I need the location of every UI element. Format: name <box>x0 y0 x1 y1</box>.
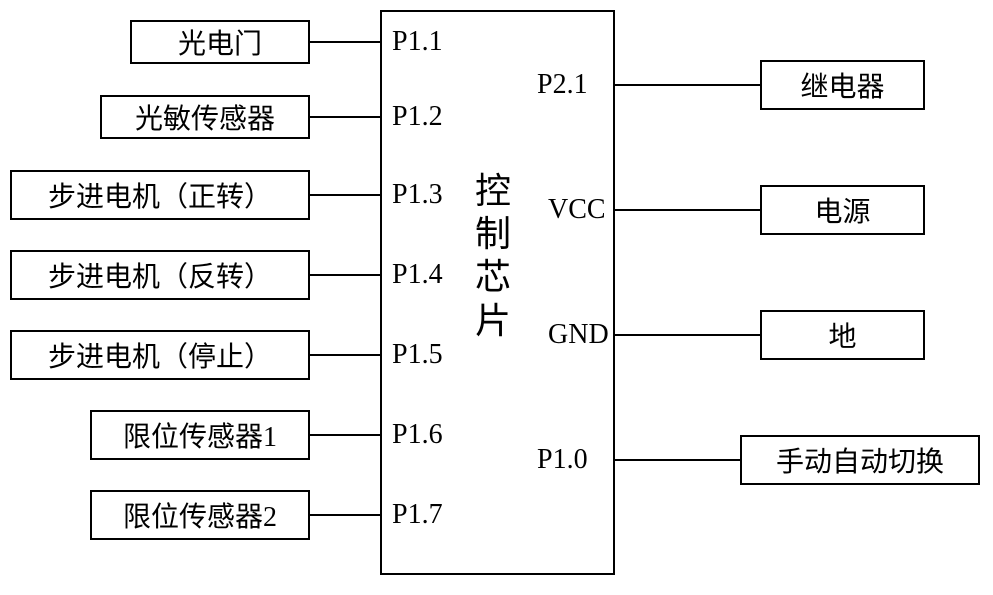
relay-connector <box>615 84 760 86</box>
mode-switch-label: 手动自动切换 <box>776 440 944 480</box>
limit-sensor-1-box: 限位传感器1 <box>90 410 310 460</box>
pin-p1-7: P1.7 <box>392 499 443 531</box>
stepper-forward-connector <box>310 194 380 196</box>
limit-sensor-1-connector <box>310 434 380 436</box>
photogate-box: 光电门 <box>130 20 310 64</box>
pin-p1-2: P1.2 <box>392 101 443 133</box>
stepper-stop-box: 步进电机（停止） <box>10 330 310 380</box>
stepper-reverse-connector <box>310 274 380 276</box>
ground-box: 地 <box>760 310 925 360</box>
ground-label: 地 <box>828 315 856 355</box>
pin-p1-6: P1.6 <box>392 419 443 451</box>
mode-switch-box: 手动自动切换 <box>740 435 980 485</box>
photo-sensor-label: 光敏传感器 <box>135 97 275 137</box>
pin-p2-1: P2.1 <box>537 69 588 101</box>
limit-sensor-2-connector <box>310 514 380 516</box>
stepper-stop-label: 步进电机（停止） <box>48 335 272 375</box>
stepper-reverse-label: 步进电机（反转） <box>48 255 272 295</box>
photogate-label: 光电门 <box>178 22 262 62</box>
relay-label: 继电器 <box>800 65 884 105</box>
pin-p1-1: P1.1 <box>392 26 443 58</box>
photo-sensor-connector <box>310 116 380 118</box>
stepper-stop-connector <box>310 354 380 356</box>
diagram-canvas: 控制芯片 光电门 P1.1 光敏传感器 P1.2 步进电机（正转） P1.3 步… <box>0 0 993 595</box>
pin-p1-4: P1.4 <box>392 259 443 291</box>
chip-label-text: 控制芯片 <box>475 170 511 343</box>
stepper-reverse-box: 步进电机（反转） <box>10 250 310 300</box>
mode-switch-connector <box>615 459 740 461</box>
pin-p1-0: P1.0 <box>537 444 588 476</box>
ground-connector <box>615 334 760 336</box>
control-chip-label: 控制芯片 <box>475 170 511 343</box>
power-box: 电源 <box>760 185 925 235</box>
limit-sensor-1-label: 限位传感器1 <box>123 415 277 455</box>
power-connector <box>615 209 760 211</box>
photogate-connector <box>310 41 380 43</box>
stepper-forward-box: 步进电机（正转） <box>10 170 310 220</box>
stepper-forward-label: 步进电机（正转） <box>48 175 272 215</box>
limit-sensor-2-box: 限位传感器2 <box>90 490 310 540</box>
pin-gnd: GND <box>548 319 609 351</box>
pin-vcc: VCC <box>548 194 606 226</box>
pin-p1-5: P1.5 <box>392 339 443 371</box>
pin-p1-3: P1.3 <box>392 179 443 211</box>
relay-box: 继电器 <box>760 60 925 110</box>
limit-sensor-2-label: 限位传感器2 <box>123 495 277 535</box>
power-label: 电源 <box>814 190 870 230</box>
photo-sensor-box: 光敏传感器 <box>100 95 310 139</box>
